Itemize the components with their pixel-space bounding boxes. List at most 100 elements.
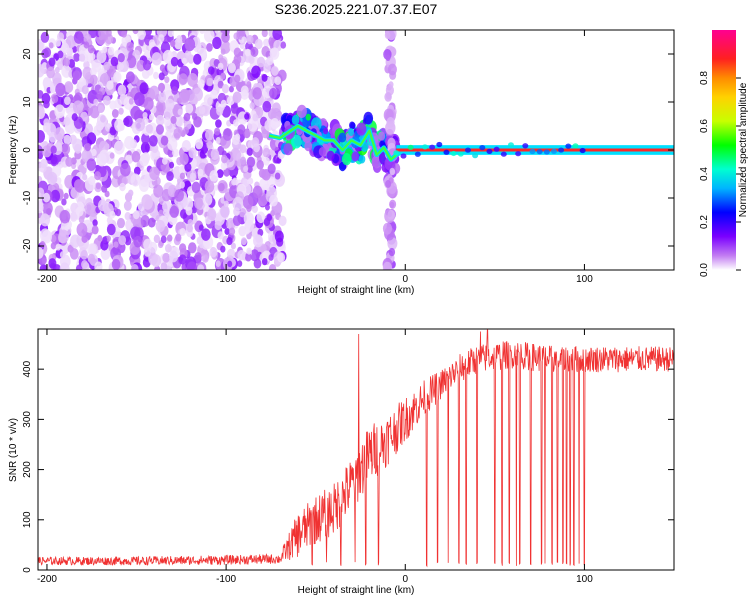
tone-sidelobe [565,143,572,149]
spectrogram-cell [215,137,221,144]
spectrogram-cell [243,165,249,173]
spectrogram-cell [102,95,111,106]
spectrogram-cell [83,33,92,44]
y-tick-label: 400 [22,360,33,377]
spectrogram-cell [220,161,228,171]
tone-sidelobe [400,153,407,159]
spectrogram-cell [57,50,64,59]
spectrogram-cell [167,137,178,151]
spectrogram-cell [215,119,222,128]
spectrogram-cell [230,103,239,114]
x-tick-label: 100 [576,574,593,585]
spectrogram-cell [233,47,242,58]
spectrogram-cell [385,180,392,188]
spectrogram-cell [86,132,97,145]
snr-series-line [38,329,674,568]
spectrogram-cell [113,71,122,83]
spectrogram-cell [106,216,113,225]
spectrogram-cell [158,34,165,43]
spectrogram-cell [272,30,283,41]
spectrogram-cell [118,235,127,246]
spectrogram-cell [87,243,97,256]
spectrogram-cell [168,161,175,169]
spectrogram-cell [172,148,179,157]
spectrogram-cell [89,74,98,85]
spectrogram-cell [215,260,221,267]
spectrogram-cell [222,128,233,141]
snr-plot-area [38,329,674,570]
spectrogram-cell [218,182,225,192]
spectrogram-cell [72,100,84,114]
spectrogram-cell [261,257,268,266]
spectrogram-cell [227,260,233,268]
spectrogram-cell [266,56,274,66]
spectrogram-cell [256,56,266,68]
spectrogram-cell [199,30,206,35]
spectrogram-cell [52,264,62,270]
spectrogram-cell [173,127,182,139]
spectrogram-cell [187,242,197,254]
colorbar-tick-label: 0.0 [699,263,710,277]
spectrogram-cell [244,252,252,262]
spectrogram-cell [239,144,247,154]
colorbar-gradient [712,30,736,270]
spectrogram-cell [50,155,58,165]
y-tick-label: 200 [22,461,33,478]
spectrogram-cell [78,216,85,224]
spectrogram-cell [46,66,56,79]
spectrogram-cell [54,104,66,119]
spectrogram-cell [93,125,102,136]
tone-sidelobe [407,144,414,150]
spectrogram-cell [184,49,192,59]
spectrogram-cell [341,153,352,166]
y-tick-label: 100 [22,511,33,528]
spectrogram-cell [124,115,133,128]
spectrogram-cell [253,234,264,248]
spectrogram-cell [38,105,45,118]
spectrogram-cell [55,39,61,47]
spectrogram-cell [278,215,287,227]
spectrogram-cell [202,193,213,206]
spectrogram-cell [237,260,243,267]
spectrogram-cell [256,211,266,224]
spectrogram-cell [141,133,150,145]
spectrogram-cell [127,189,134,197]
spectrogram-cell [246,34,254,45]
tone-sidelobe [529,148,536,155]
spectrogram-cell [71,113,78,122]
spectrogram-cell [80,249,88,260]
spectrogram-cell [304,141,313,152]
tone-sidelobe [443,149,450,155]
spectrogram-cell [193,53,202,65]
spectrogram-cell [155,114,165,126]
spectrogram-cell [209,246,218,258]
spectrogram-cell [126,41,134,52]
spectrogram-cell [113,140,125,155]
spectrogram-cell [151,254,162,268]
spectrogram-cell [384,31,391,39]
spectrogram-cell [188,147,197,159]
spectrogram-cell [252,113,259,122]
spectrogram-cell [76,222,88,237]
spectrogram-cell [246,147,254,156]
spectrogram-cell [64,81,74,93]
spectrogram-cell [387,63,397,76]
spectrogram-cell [195,138,204,150]
spectrogram-cell [117,53,125,63]
spectrogram-cell [89,53,96,61]
spectrogram-cell [358,154,366,164]
spectrogram-cell [166,171,174,182]
spectrogram-cell [73,52,81,62]
x-tick-label: 0 [402,274,408,285]
spectrogram-cell [181,140,191,153]
spectrogram-cell [176,35,183,43]
y-tick-label: 300 [22,411,33,428]
spectrogram-cell [84,142,91,152]
spectrogram-cell [238,207,247,218]
spectrogram-cell [40,158,48,169]
spectrogram-cell [183,112,191,122]
spectrogram-cell [149,85,160,99]
spectrogram-cell [206,141,213,150]
spectrogram-cell [216,169,224,179]
